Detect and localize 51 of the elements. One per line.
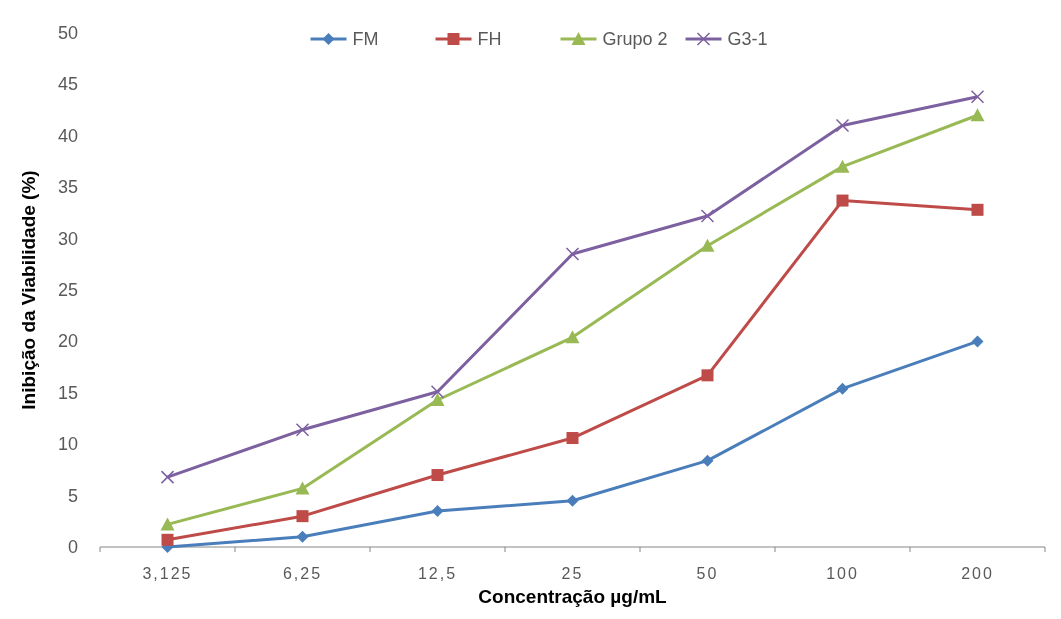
legend-label: FM [352,29,379,49]
y-tick-label: 50 [57,23,78,43]
legend-label: FH [477,29,502,49]
x-tick-label: 200 [961,565,994,582]
point [161,533,174,546]
point [160,517,175,531]
point [430,385,445,399]
point [700,209,715,223]
y-tick-label: 0 [67,537,78,557]
point [566,494,579,507]
point [835,118,850,133]
y-tick-label: 35 [57,177,78,198]
x-tick-label: 12,5 [417,565,458,582]
point [700,238,715,252]
x-tick-label: 25 [561,565,584,582]
point [296,530,309,543]
point [701,369,714,382]
point [971,203,984,216]
point [160,470,175,484]
y-tick-label: 10 [57,434,78,455]
x-tick-label: 100 [826,565,859,582]
point [431,469,444,482]
legend-label: G3-1 [727,29,768,49]
x-tick-label: 50 [696,565,719,582]
point [836,194,849,207]
y-tick-label: 20 [57,331,78,352]
y-axis-title: Inibição da Viabilidade (%) [18,170,39,410]
point [971,335,984,348]
point [835,159,850,173]
point [836,382,849,395]
y-tick-label: 40 [57,125,78,146]
point [970,108,985,122]
point [296,510,309,523]
x-axis-title: Concentração µg/mL [478,586,668,607]
legend-label: Grupo 2 [602,29,668,49]
point [295,481,310,495]
y-tick-label: 15 [57,382,78,403]
y-tick-label: 30 [57,228,78,249]
x-tick-label: 3,125 [142,565,193,582]
point [430,393,445,406]
point [295,423,310,437]
point [565,247,580,261]
y-tick-label: 25 [57,280,78,300]
y-tick-label: 45 [57,74,78,95]
point [431,505,444,518]
point [970,89,985,104]
point [566,432,579,445]
point [701,454,714,467]
point [565,330,580,344]
x-tick-label: 6,25 [282,565,323,582]
y-tick-label: 5 [67,485,78,506]
